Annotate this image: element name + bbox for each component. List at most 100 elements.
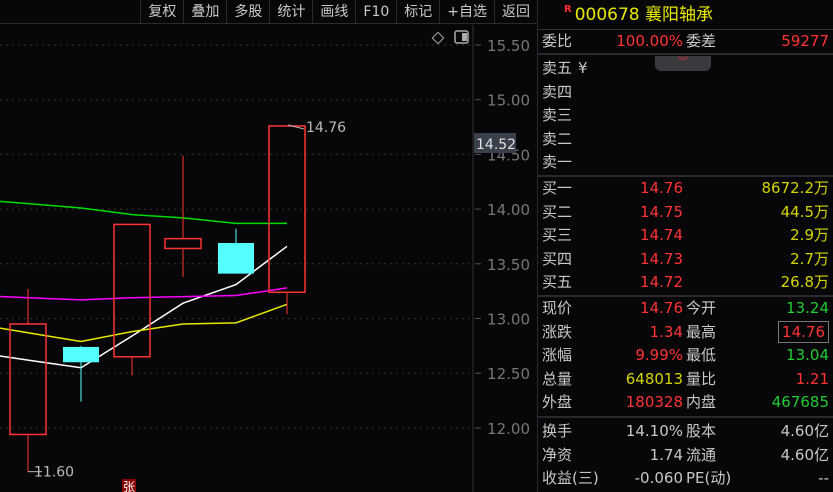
ma-line-4 (0, 200, 287, 225)
toolbar-button-0[interactable]: 复权 (140, 0, 183, 24)
marker-label: 张 (123, 480, 135, 492)
y-tick-label: 15.50 (487, 37, 530, 55)
stock-name: 襄阳轴承 (645, 5, 714, 25)
chevron-down-icon: ︾ (678, 57, 688, 68)
currency-icon: ¥ (578, 59, 588, 77)
fund-label: 换手 (542, 422, 573, 440)
panel-toggle-icon[interactable] (454, 30, 469, 44)
ma-line-3 (0, 287, 288, 301)
diamond-icon[interactable] (431, 31, 445, 45)
stat-value: 648013 (625, 369, 683, 388)
sell-label: 卖四 (542, 82, 573, 101)
buy-row: 买五 14.72 26.8万 (538, 271, 833, 295)
buy-volume: 8672.2万 (761, 179, 830, 197)
weibi-row: 委比 100.00% 委差 59277 (538, 30, 833, 55)
weichai-value: 59277 (781, 32, 829, 50)
high-arrow (287, 124, 305, 130)
buy-row: 买三 14.74 2.9万 (538, 224, 833, 248)
stock-code: 000678 (574, 5, 640, 25)
buy-price: 14.74 (640, 226, 683, 244)
stat-value: 467685 (771, 393, 829, 411)
toolbar-button-8[interactable]: 返回 (494, 0, 537, 24)
kline-chart[interactable]: 15.5015.0014.5014.0013.5013.0012.5012.00… (0, 25, 537, 492)
stats: 现价 14.76 今开 13.24 涨跌 1.34 最高 14.76 涨幅 9.99% 最低 13.0… (538, 297, 833, 418)
buy-price: 14.75 (640, 202, 683, 221)
stat-value: 1.21 (795, 369, 829, 388)
y-tick-label: 12.00 (487, 420, 530, 438)
y-tick-label: 14.00 (487, 201, 530, 219)
buy-label: 买四 (542, 249, 573, 268)
buy-orders: 买一 14.76 8672.2万 买二 14.75 44.5万 买三 14.74 2.9万 买四 1… (538, 177, 833, 297)
fund-row: 收益(三) -0.060 PE(动) -- (538, 467, 833, 491)
buy-volume: 44.5万 (780, 202, 829, 221)
toolbar-button-2[interactable]: 多股 (226, 0, 269, 24)
stat-label: 内盘 (686, 393, 717, 411)
fund-label: PE(动) (686, 469, 732, 487)
fund-value: -- (818, 469, 829, 487)
sell-label: 卖一 (542, 153, 573, 171)
buy-label: 买二 (542, 202, 573, 221)
fund-value: 4.60亿 (780, 422, 829, 440)
stat-value: 9.99% (635, 346, 683, 364)
toolbar-button-7[interactable]: +自选 (439, 0, 494, 24)
candle-3 (113, 223, 151, 358)
low-label: 11.60 (34, 465, 74, 481)
fund-row: 换手 14.10% 股本 4.60亿 (538, 420, 833, 444)
toolbar-button-5[interactable]: F10 (355, 0, 396, 24)
buy-label: 买五 (542, 273, 573, 291)
stat-label: 现价 (542, 299, 573, 317)
sell-row: 卖一 (538, 151, 833, 175)
buy-row: 买二 14.75 44.5万 (538, 201, 833, 225)
buy-row: 买一 14.76 8672.2万 (538, 177, 833, 201)
sell-row: 卖二 (538, 128, 833, 152)
stat-row: 涨幅 9.99% 最低 13.04 (538, 344, 833, 368)
stat-label: 外盘 (542, 393, 573, 411)
high-label: 14.76 (306, 120, 346, 136)
stat-label: 涨幅 (542, 346, 573, 364)
buy-price: 14.76 (640, 179, 683, 197)
candle-6 (268, 125, 306, 293)
stat-value: 13.24 (786, 299, 829, 317)
buy-label: 买一 (542, 179, 573, 197)
sell-orders: 卖五 ¥ 卖四 卖三 卖二 卖一 (538, 55, 833, 177)
stat-label: 最低 (686, 346, 717, 364)
fund-row: 净资 1.74 流通 4.60亿 (538, 444, 833, 468)
expand-handle[interactable]: ︾ (655, 56, 711, 71)
buy-row: 买四 14.73 2.7万 (538, 248, 833, 272)
ma-line-1 (0, 245, 288, 369)
stat-value: 180328 (625, 393, 683, 411)
y-tick-label: 13.00 (487, 311, 530, 329)
current-price-label: 14.52 (476, 137, 516, 153)
buy-volume: 26.8万 (780, 273, 829, 291)
stat-row: 总量 648013 量比 1.21 (538, 368, 833, 392)
fund-value: -0.060 (634, 469, 683, 487)
toolbar-button-4[interactable]: 画线 (312, 0, 355, 24)
stat-row: 外盘 180328 内盘 467685 (538, 391, 833, 415)
stat-label: 量比 (686, 369, 717, 388)
toolbar-button-6[interactable]: 标记 (396, 0, 439, 24)
sell-label: 卖二 (542, 129, 573, 148)
stock-header: R 000678 襄阳轴承 (538, 0, 833, 30)
quote-panel: R 000678 襄阳轴承 委比 100.00% 委差 59277 ︾ 卖五 ¥ 卖四… (537, 0, 833, 492)
stat-label: 涨跌 (542, 322, 573, 341)
y-tick-label: 15.00 (487, 92, 530, 110)
buy-price: 14.72 (640, 273, 683, 291)
fund-value: 14.10% (625, 422, 683, 440)
fund-value: 1.74 (649, 445, 683, 464)
stat-label: 今开 (686, 299, 717, 317)
y-tick-label: 13.50 (487, 256, 530, 274)
stat-label: 最高 (686, 322, 717, 341)
stat-value: 14.76 (778, 320, 829, 343)
sell-label: 卖五 (542, 59, 573, 77)
stock-badge: R (564, 4, 572, 15)
buy-volume: 2.7万 (790, 249, 829, 268)
fundamentals: 换手 14.10% 股本 4.60亿 净资 1.74 流通 4.60亿 收益(三) -0.060 P… (538, 418, 833, 491)
toolbar-button-3[interactable]: 统计 (269, 0, 312, 24)
chart-toolbar: 复权 叠加 多股 统计 画线 F10 标记 +自选 返回 (0, 0, 537, 24)
toolbar-button-1[interactable]: 叠加 (183, 0, 226, 24)
marker-box (122, 479, 136, 492)
fund-label: 股本 (686, 422, 717, 440)
stat-row: 涨跌 1.34 最高 14.76 (538, 320, 833, 345)
sell-row: 卖五 ¥ (538, 57, 833, 81)
fund-label: 流通 (686, 445, 717, 464)
